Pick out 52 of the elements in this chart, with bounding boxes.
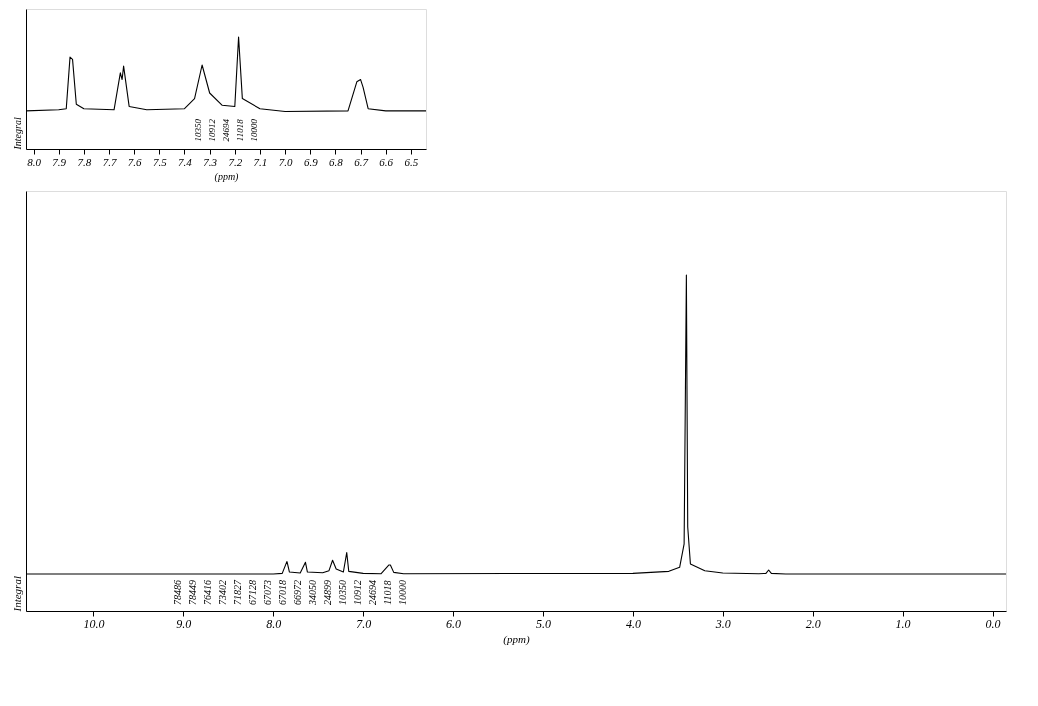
annotation: 10000 xyxy=(397,580,409,606)
x-tick-label: 10.0 xyxy=(83,616,105,631)
x-tick-label: 4.0 xyxy=(625,616,641,631)
x-tick-label: 7.2 xyxy=(228,155,243,168)
x-tick-label: 7.8 xyxy=(77,155,92,168)
x-tick-label: 7.6 xyxy=(127,155,143,168)
x-tick-label: 7.0 xyxy=(356,616,372,631)
x-tick-label: 3.0 xyxy=(714,616,731,631)
annotation: 24694 xyxy=(221,118,231,142)
x-tick-label: 7.9 xyxy=(52,155,67,168)
annotation: 73402 xyxy=(217,580,229,606)
annotation: 78486 xyxy=(172,580,184,606)
annotation: 10912 xyxy=(352,580,364,606)
x-tick-label: 2.0 xyxy=(805,616,821,631)
annotation: 67073 xyxy=(262,580,274,606)
x-tick-label: 7.4 xyxy=(178,155,193,168)
x-tick-label: 6.5 xyxy=(404,155,419,168)
annotation: 66972 xyxy=(292,580,304,606)
annotation: 11018 xyxy=(382,580,394,605)
x-tick-label: 5.0 xyxy=(535,616,551,631)
x-tick-label: 6.0 xyxy=(446,616,462,631)
x-tick-label: 7.3 xyxy=(203,155,218,168)
x-tick-label: 8.0 xyxy=(27,155,42,168)
annotation: 67018 xyxy=(277,580,289,606)
annotation: 11018 xyxy=(235,118,245,142)
annotation: 24694 xyxy=(367,580,379,606)
annotation: 24899 xyxy=(322,580,334,606)
x-tick-label: 0.0 xyxy=(985,616,1001,631)
x-tick-label: 1.0 xyxy=(895,616,911,631)
x-tick-label: 9.0 xyxy=(176,616,192,631)
annotation: 10912 xyxy=(207,118,217,142)
annotation: 10350 xyxy=(193,118,203,142)
annotation: 10350 xyxy=(337,580,349,606)
y-axis-title: Integral xyxy=(11,117,23,151)
x-tick-label: 6.9 xyxy=(303,155,319,168)
annotation: 78449 xyxy=(187,580,199,606)
x-tick-label: 6.6 xyxy=(379,155,394,168)
annotation: 10000 xyxy=(249,118,259,142)
annotation: 67128 xyxy=(247,580,259,606)
x-tick-label: 6.8 xyxy=(329,155,344,168)
x-tick-label: 7.7 xyxy=(102,155,117,168)
y-axis-title: Integral xyxy=(10,576,23,613)
x-tick-label: 7.5 xyxy=(152,155,168,168)
annotation: 34050 xyxy=(307,580,319,607)
x-tick-label: 8.0 xyxy=(266,616,282,631)
x-axis-title: (ppm) xyxy=(503,632,530,646)
annotation: 76416 xyxy=(202,580,214,606)
annotation: 71827 xyxy=(232,579,244,606)
x-tick-label: 7.0 xyxy=(278,155,293,168)
x-tick-label: 7.1 xyxy=(253,155,268,168)
x-tick-label: 6.7 xyxy=(354,155,369,168)
x-axis-title: (ppm) xyxy=(214,170,240,183)
